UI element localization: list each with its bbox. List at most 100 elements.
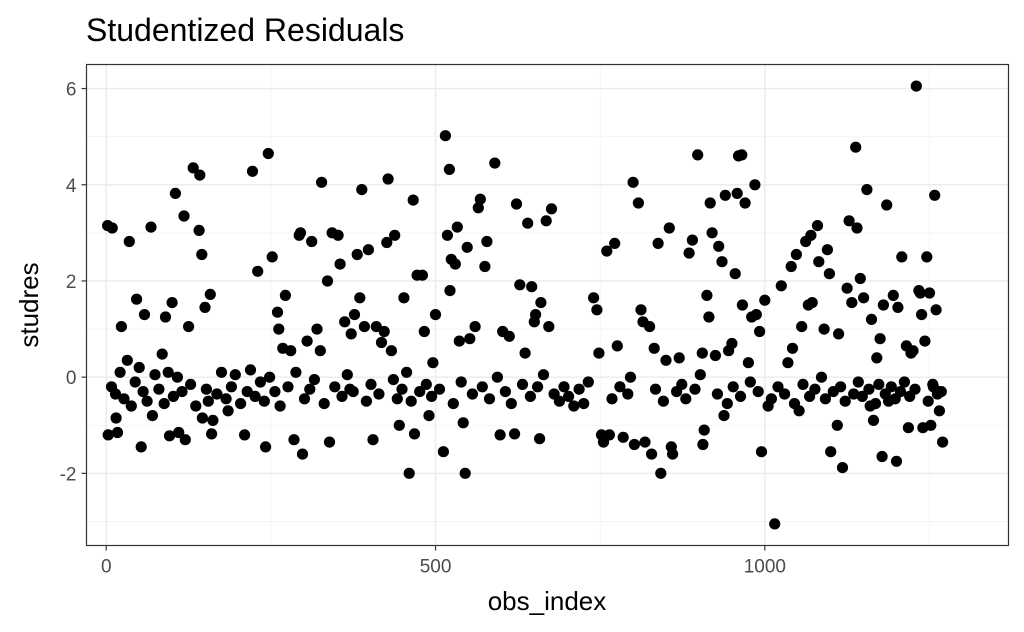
data-point bbox=[617, 431, 629, 443]
data-point bbox=[159, 311, 172, 323]
data-point bbox=[190, 400, 202, 412]
data-point bbox=[739, 197, 751, 209]
data-point bbox=[818, 323, 830, 335]
data-point bbox=[118, 393, 130, 405]
data-point bbox=[522, 217, 534, 229]
data-point bbox=[193, 224, 205, 236]
data-point bbox=[258, 395, 270, 407]
data-point bbox=[176, 386, 188, 398]
data-point bbox=[123, 235, 135, 248]
data-point bbox=[178, 210, 190, 222]
data-point bbox=[856, 390, 868, 402]
data-point bbox=[362, 244, 374, 256]
data-point bbox=[811, 220, 824, 232]
data-point bbox=[622, 388, 634, 400]
data-point bbox=[649, 383, 662, 395]
data-point bbox=[535, 297, 547, 309]
data-point bbox=[222, 405, 234, 417]
data-point bbox=[749, 179, 761, 191]
data-point bbox=[260, 441, 272, 453]
data-point bbox=[211, 388, 223, 400]
data-point bbox=[805, 229, 817, 241]
data-point bbox=[742, 357, 755, 369]
data-point bbox=[285, 345, 297, 357]
data-point bbox=[133, 361, 145, 374]
data-point bbox=[624, 371, 637, 383]
data-point bbox=[367, 434, 379, 446]
data-point bbox=[568, 400, 580, 412]
data-point bbox=[282, 381, 294, 393]
data-point bbox=[360, 395, 372, 407]
data-point bbox=[524, 390, 537, 402]
data-point bbox=[910, 80, 922, 92]
data-point bbox=[141, 395, 153, 407]
data-point bbox=[558, 381, 570, 393]
data-point bbox=[449, 258, 461, 270]
y-tick-label: -2 bbox=[60, 464, 77, 485]
data-point bbox=[387, 374, 399, 386]
data-point bbox=[854, 272, 866, 285]
data-point bbox=[109, 388, 122, 400]
data-point bbox=[932, 386, 944, 398]
data-point bbox=[704, 197, 716, 209]
data-point bbox=[455, 376, 467, 388]
data-point bbox=[543, 321, 555, 333]
data-point bbox=[306, 235, 318, 248]
data-point bbox=[437, 446, 449, 458]
data-point bbox=[407, 194, 419, 206]
data-point bbox=[391, 393, 403, 405]
data-point bbox=[759, 294, 771, 306]
data-point bbox=[726, 337, 738, 350]
data-point bbox=[273, 323, 285, 335]
data-point bbox=[537, 369, 550, 381]
data-point bbox=[220, 393, 232, 405]
data-point bbox=[479, 260, 491, 273]
data-point bbox=[381, 236, 393, 249]
data-point bbox=[894, 386, 907, 398]
data-point bbox=[786, 342, 799, 354]
data-point bbox=[755, 446, 768, 458]
data-point bbox=[457, 417, 469, 429]
data-point bbox=[909, 383, 921, 395]
data-point bbox=[851, 222, 863, 234]
data-point bbox=[398, 292, 410, 304]
data-point bbox=[314, 345, 326, 357]
data-point bbox=[375, 336, 388, 349]
data-point bbox=[696, 347, 708, 359]
data-point bbox=[692, 149, 704, 161]
data-point bbox=[489, 157, 501, 169]
data-point bbox=[505, 398, 517, 410]
data-point bbox=[736, 299, 749, 311]
data-point bbox=[706, 227, 718, 239]
data-point bbox=[138, 309, 151, 321]
data-point bbox=[663, 222, 675, 234]
data-point bbox=[711, 388, 724, 400]
data-point bbox=[611, 340, 623, 352]
data-point bbox=[896, 251, 908, 263]
data-point bbox=[146, 410, 158, 422]
data-point bbox=[453, 335, 465, 347]
data-point bbox=[225, 381, 237, 393]
data-point bbox=[298, 393, 311, 405]
data-point bbox=[919, 335, 931, 347]
data-point bbox=[167, 390, 179, 402]
chart-title: Studentized Residuals bbox=[86, 12, 404, 48]
data-point bbox=[401, 366, 413, 378]
data-point bbox=[839, 395, 851, 407]
data-point bbox=[262, 147, 274, 160]
data-point bbox=[519, 347, 531, 359]
data-point bbox=[246, 165, 259, 177]
data-point bbox=[294, 227, 307, 239]
data-point bbox=[290, 366, 302, 378]
data-point bbox=[163, 430, 176, 442]
x-tick-label: 500 bbox=[420, 557, 452, 578]
data-point bbox=[673, 352, 685, 364]
data-point bbox=[874, 333, 886, 345]
data-point bbox=[703, 311, 715, 323]
data-point bbox=[311, 323, 323, 335]
data-point bbox=[510, 198, 523, 210]
data-point bbox=[341, 369, 353, 381]
data-point bbox=[348, 309, 361, 321]
data-point bbox=[752, 386, 764, 398]
